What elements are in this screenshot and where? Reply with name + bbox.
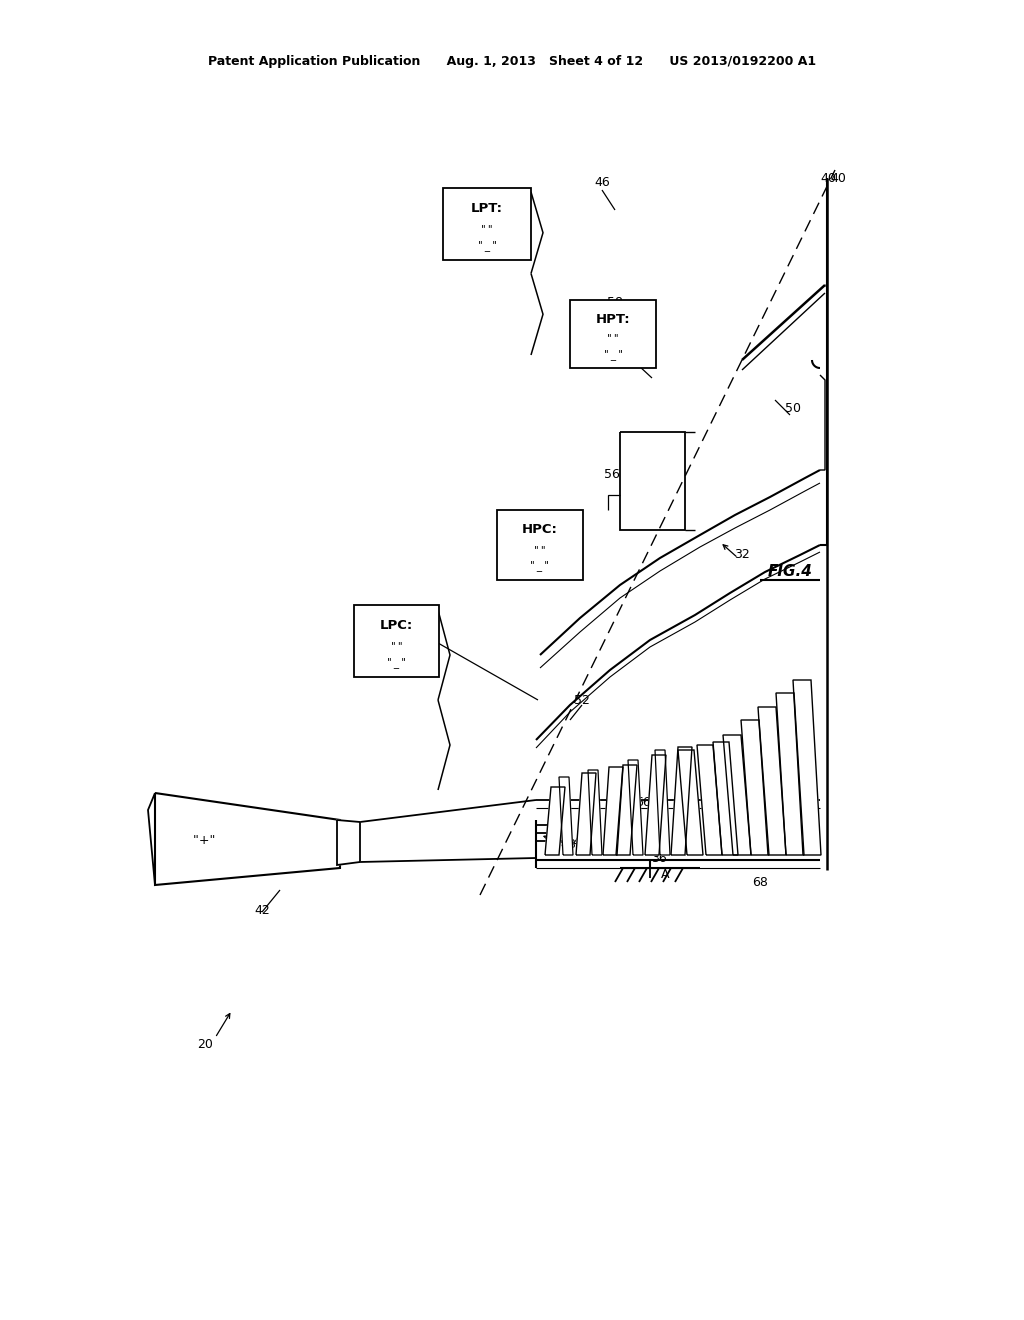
Text: 68: 68 xyxy=(752,875,768,888)
Text: 48: 48 xyxy=(572,836,588,849)
Polygon shape xyxy=(758,708,786,855)
Text: 50: 50 xyxy=(785,401,801,414)
Text: LPC:: LPC: xyxy=(380,619,413,632)
Polygon shape xyxy=(793,680,821,855)
Polygon shape xyxy=(337,820,360,865)
Text: 32: 32 xyxy=(734,549,750,561)
Text: 44: 44 xyxy=(389,631,404,644)
Text: 54: 54 xyxy=(630,351,646,364)
Text: " _ ": " _ " xyxy=(530,561,550,572)
Text: HPC:: HPC: xyxy=(522,523,558,536)
FancyBboxPatch shape xyxy=(497,510,583,579)
Text: "+": "+" xyxy=(193,833,217,846)
Text: 56: 56 xyxy=(604,469,620,482)
Text: " ": " " xyxy=(607,334,618,345)
Text: 20: 20 xyxy=(197,1039,213,1052)
Text: " _ ": " _ " xyxy=(477,240,497,251)
Text: 48: 48 xyxy=(560,838,575,851)
Polygon shape xyxy=(723,735,751,855)
Polygon shape xyxy=(559,777,573,855)
Text: 42: 42 xyxy=(254,903,270,916)
Text: 40: 40 xyxy=(830,172,846,185)
Text: 65: 65 xyxy=(622,796,638,808)
Polygon shape xyxy=(545,787,565,855)
Polygon shape xyxy=(741,719,769,855)
Text: 36: 36 xyxy=(651,851,667,865)
FancyBboxPatch shape xyxy=(570,300,656,368)
Polygon shape xyxy=(713,742,738,855)
Polygon shape xyxy=(671,747,692,855)
Text: HPT:: HPT: xyxy=(596,313,631,326)
Text: 46: 46 xyxy=(594,177,610,190)
Text: 40: 40 xyxy=(820,172,836,185)
Polygon shape xyxy=(655,750,670,855)
Polygon shape xyxy=(678,750,703,855)
Text: LPT:: LPT: xyxy=(471,202,503,215)
FancyBboxPatch shape xyxy=(443,187,531,260)
Text: FIG.4: FIG.4 xyxy=(768,565,812,579)
Text: " _ ": " _ " xyxy=(603,348,623,360)
Polygon shape xyxy=(645,755,666,855)
Polygon shape xyxy=(697,744,722,855)
Text: " ": " " xyxy=(481,224,493,235)
Polygon shape xyxy=(588,770,602,855)
FancyBboxPatch shape xyxy=(354,605,439,677)
Text: 30: 30 xyxy=(791,729,806,742)
Text: " ": " " xyxy=(391,642,402,652)
Text: 52: 52 xyxy=(574,693,590,706)
Text: " _ ": " _ " xyxy=(387,657,406,668)
Polygon shape xyxy=(155,793,340,884)
Text: 62: 62 xyxy=(609,796,625,808)
Polygon shape xyxy=(603,767,623,855)
Polygon shape xyxy=(776,693,804,855)
Polygon shape xyxy=(628,760,643,855)
Text: 58: 58 xyxy=(607,296,623,309)
Text: A: A xyxy=(660,869,670,882)
Text: 66: 66 xyxy=(635,796,651,808)
Polygon shape xyxy=(616,766,637,855)
Text: " ": " " xyxy=(535,545,546,556)
Text: Patent Application Publication      Aug. 1, 2013   Sheet 4 of 12      US 2013/01: Patent Application Publication Aug. 1, 2… xyxy=(208,55,816,69)
Polygon shape xyxy=(575,774,596,855)
